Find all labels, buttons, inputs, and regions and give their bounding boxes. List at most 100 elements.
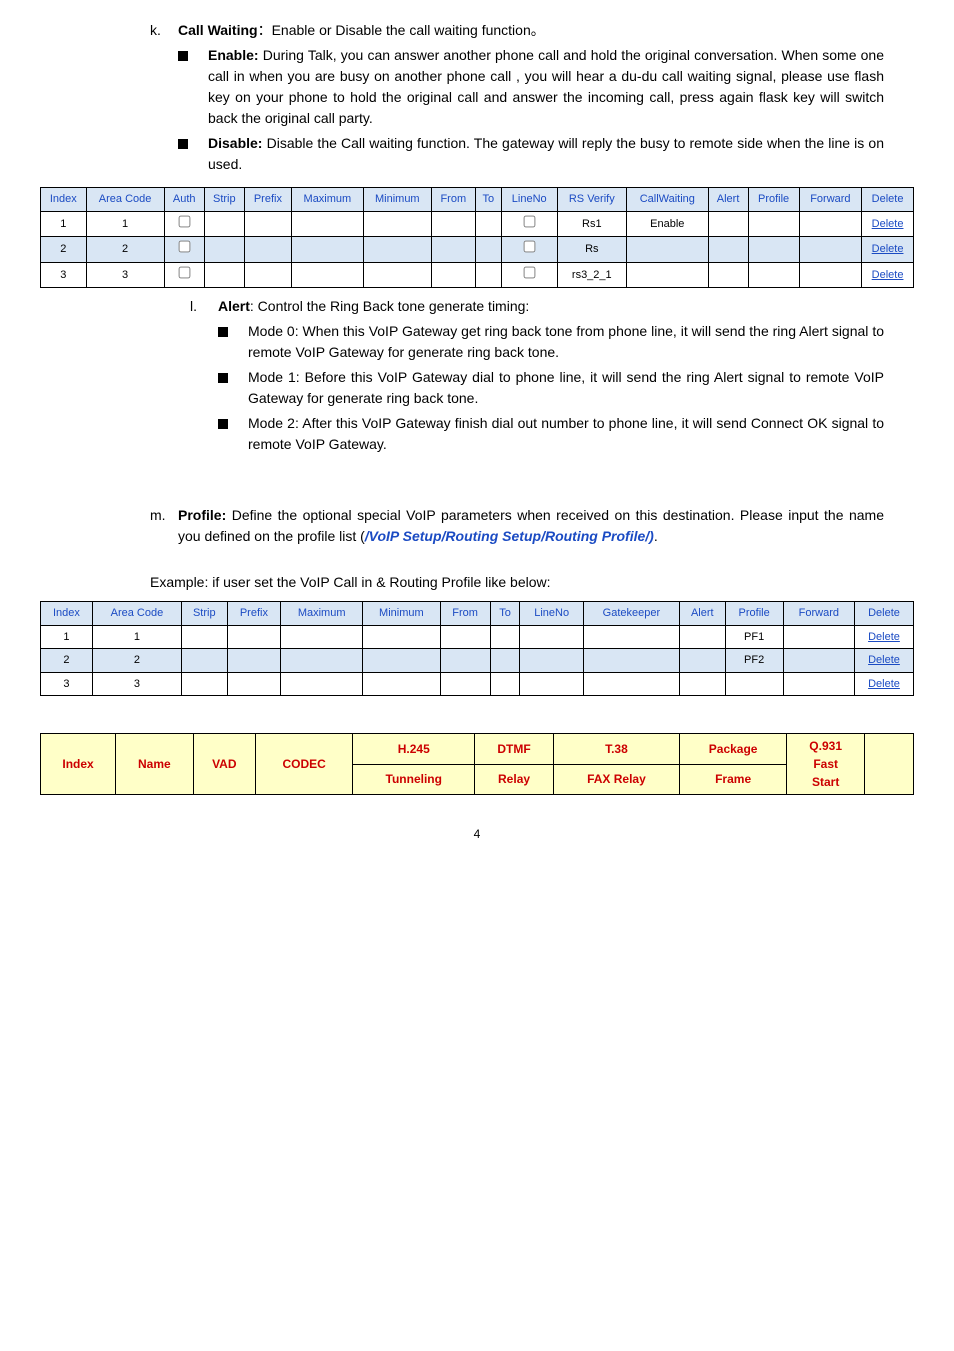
delete-link[interactable]: Delete (872, 218, 904, 230)
table-row: 2 2 Rs Delete (41, 237, 914, 263)
delete-link[interactable]: Delete (868, 631, 900, 643)
bullet-l0-text: Mode 0: When this VoIP Gateway get ring … (248, 321, 884, 363)
cell-lineno-checkbox (501, 262, 557, 288)
cell-forward (799, 237, 862, 263)
th-index: Index (41, 188, 87, 212)
th-prefix: Prefix (244, 188, 291, 212)
th-lineno: LineNo (520, 602, 583, 626)
cell-min (363, 237, 431, 263)
th-gk: Gatekeeper (583, 602, 679, 626)
cell-from (431, 237, 475, 263)
cell (583, 672, 679, 696)
delete-link[interactable]: Delete (868, 654, 900, 666)
cell-rs: Rs (557, 237, 627, 263)
cell (679, 625, 725, 649)
cell-delete: Delete (854, 649, 913, 673)
th-codec: CODEC (255, 734, 352, 795)
cell-alert (708, 262, 748, 288)
cell-strip (204, 237, 244, 263)
cell-alert (708, 237, 748, 263)
example-text: Example: if user set the VoIP Call in & … (150, 574, 551, 590)
cell (490, 672, 520, 696)
cell-rs: Rs1 (557, 211, 627, 237)
lineno-checkbox[interactable] (523, 241, 535, 253)
th-min: Minimum (363, 188, 431, 212)
cell (363, 672, 440, 696)
th-max: Maximum (291, 188, 363, 212)
cell (281, 672, 363, 696)
section-k-title-rest: ：Enable or Disable the call waiting func… (258, 22, 545, 38)
cell-auth-checkbox (164, 237, 204, 263)
cell-max (291, 211, 363, 237)
th-frame: Frame (679, 764, 786, 795)
cell-prefix (244, 237, 291, 263)
cell-profile: PF1 (725, 625, 783, 649)
section-m-text-after: . (654, 528, 658, 544)
cell-cw (627, 262, 708, 288)
th-lineno: LineNo (501, 188, 557, 212)
delete-link[interactable]: Delete (868, 678, 900, 690)
section-k-bullet-0: Enable: During Talk, you can answer anot… (178, 45, 884, 129)
th-areacode: Area Code (92, 602, 181, 626)
bullet-l1-text: Mode 1: Before this VoIP Gateway dial to… (248, 367, 884, 409)
cell (227, 649, 281, 673)
table-row: 1 1 Rs1 Enable Delete (41, 211, 914, 237)
auth-checkbox[interactable] (178, 215, 190, 227)
cell (679, 649, 725, 673)
th-profile: Profile (748, 188, 799, 212)
bullet-0-text: During Talk, you can answer another phon… (208, 47, 884, 126)
codec-table: Index Name VAD CODEC H.245 DTMF T.38 Pac… (40, 733, 914, 795)
delete-link[interactable]: Delete (872, 243, 904, 255)
section-l-block: l. Alert: Control the Ring Back tone gen… (190, 296, 884, 459)
cell-strip (204, 262, 244, 288)
cell-profile: PF2 (725, 649, 783, 673)
cell-idx: 3 (41, 262, 87, 288)
delete-link[interactable]: Delete (872, 269, 904, 281)
q931-label: Q.931 (809, 739, 842, 753)
cell-area: 3 (86, 262, 164, 288)
lineno-checkbox[interactable] (523, 266, 535, 278)
start-label: Start (812, 775, 839, 789)
cell-max (291, 237, 363, 263)
bullet-square-icon (218, 321, 248, 363)
cell (490, 649, 520, 673)
th-name: Name (116, 734, 194, 795)
cell (227, 625, 281, 649)
cell-lineno-checkbox (501, 211, 557, 237)
th-callwaiting: CallWaiting (627, 188, 708, 212)
th-tunneling: Tunneling (353, 764, 475, 795)
bullet-l2-text: Mode 2: After this VoIP Gateway finish d… (248, 413, 884, 455)
th-max: Maximum (281, 602, 363, 626)
auth-checkbox[interactable] (178, 241, 190, 253)
th-to: To (475, 188, 501, 212)
th-index: Index (41, 602, 93, 626)
cell (181, 672, 227, 696)
lineno-checkbox[interactable] (523, 215, 535, 227)
section-m-title: Profile: (178, 507, 226, 523)
cell-area: 1 (92, 625, 181, 649)
bullet-square-icon (218, 413, 248, 455)
th-h245: H.245 (353, 734, 475, 765)
section-k-item: k. Call Waiting：Enable or Disable the ca… (150, 20, 884, 179)
cell-forward (799, 211, 862, 237)
cell-auth-checkbox (164, 262, 204, 288)
cell (181, 649, 227, 673)
cell-profile (748, 237, 799, 263)
cell-from (431, 211, 475, 237)
cell-to (475, 211, 501, 237)
section-l-title: Alert (218, 298, 250, 314)
th-from: From (431, 188, 475, 212)
cell (281, 649, 363, 673)
auth-checkbox[interactable] (178, 266, 190, 278)
th-alert: Alert (708, 188, 748, 212)
section-l-marker: l. (190, 296, 218, 459)
cell-area: 1 (86, 211, 164, 237)
cell (440, 649, 490, 673)
th-index: Index (41, 734, 116, 795)
cell (363, 625, 440, 649)
bullet-square-icon (178, 133, 208, 175)
th-forward: Forward (799, 188, 862, 212)
th-forward: Forward (783, 602, 854, 626)
cell-area: 2 (86, 237, 164, 263)
cell-idx: 2 (41, 649, 93, 673)
